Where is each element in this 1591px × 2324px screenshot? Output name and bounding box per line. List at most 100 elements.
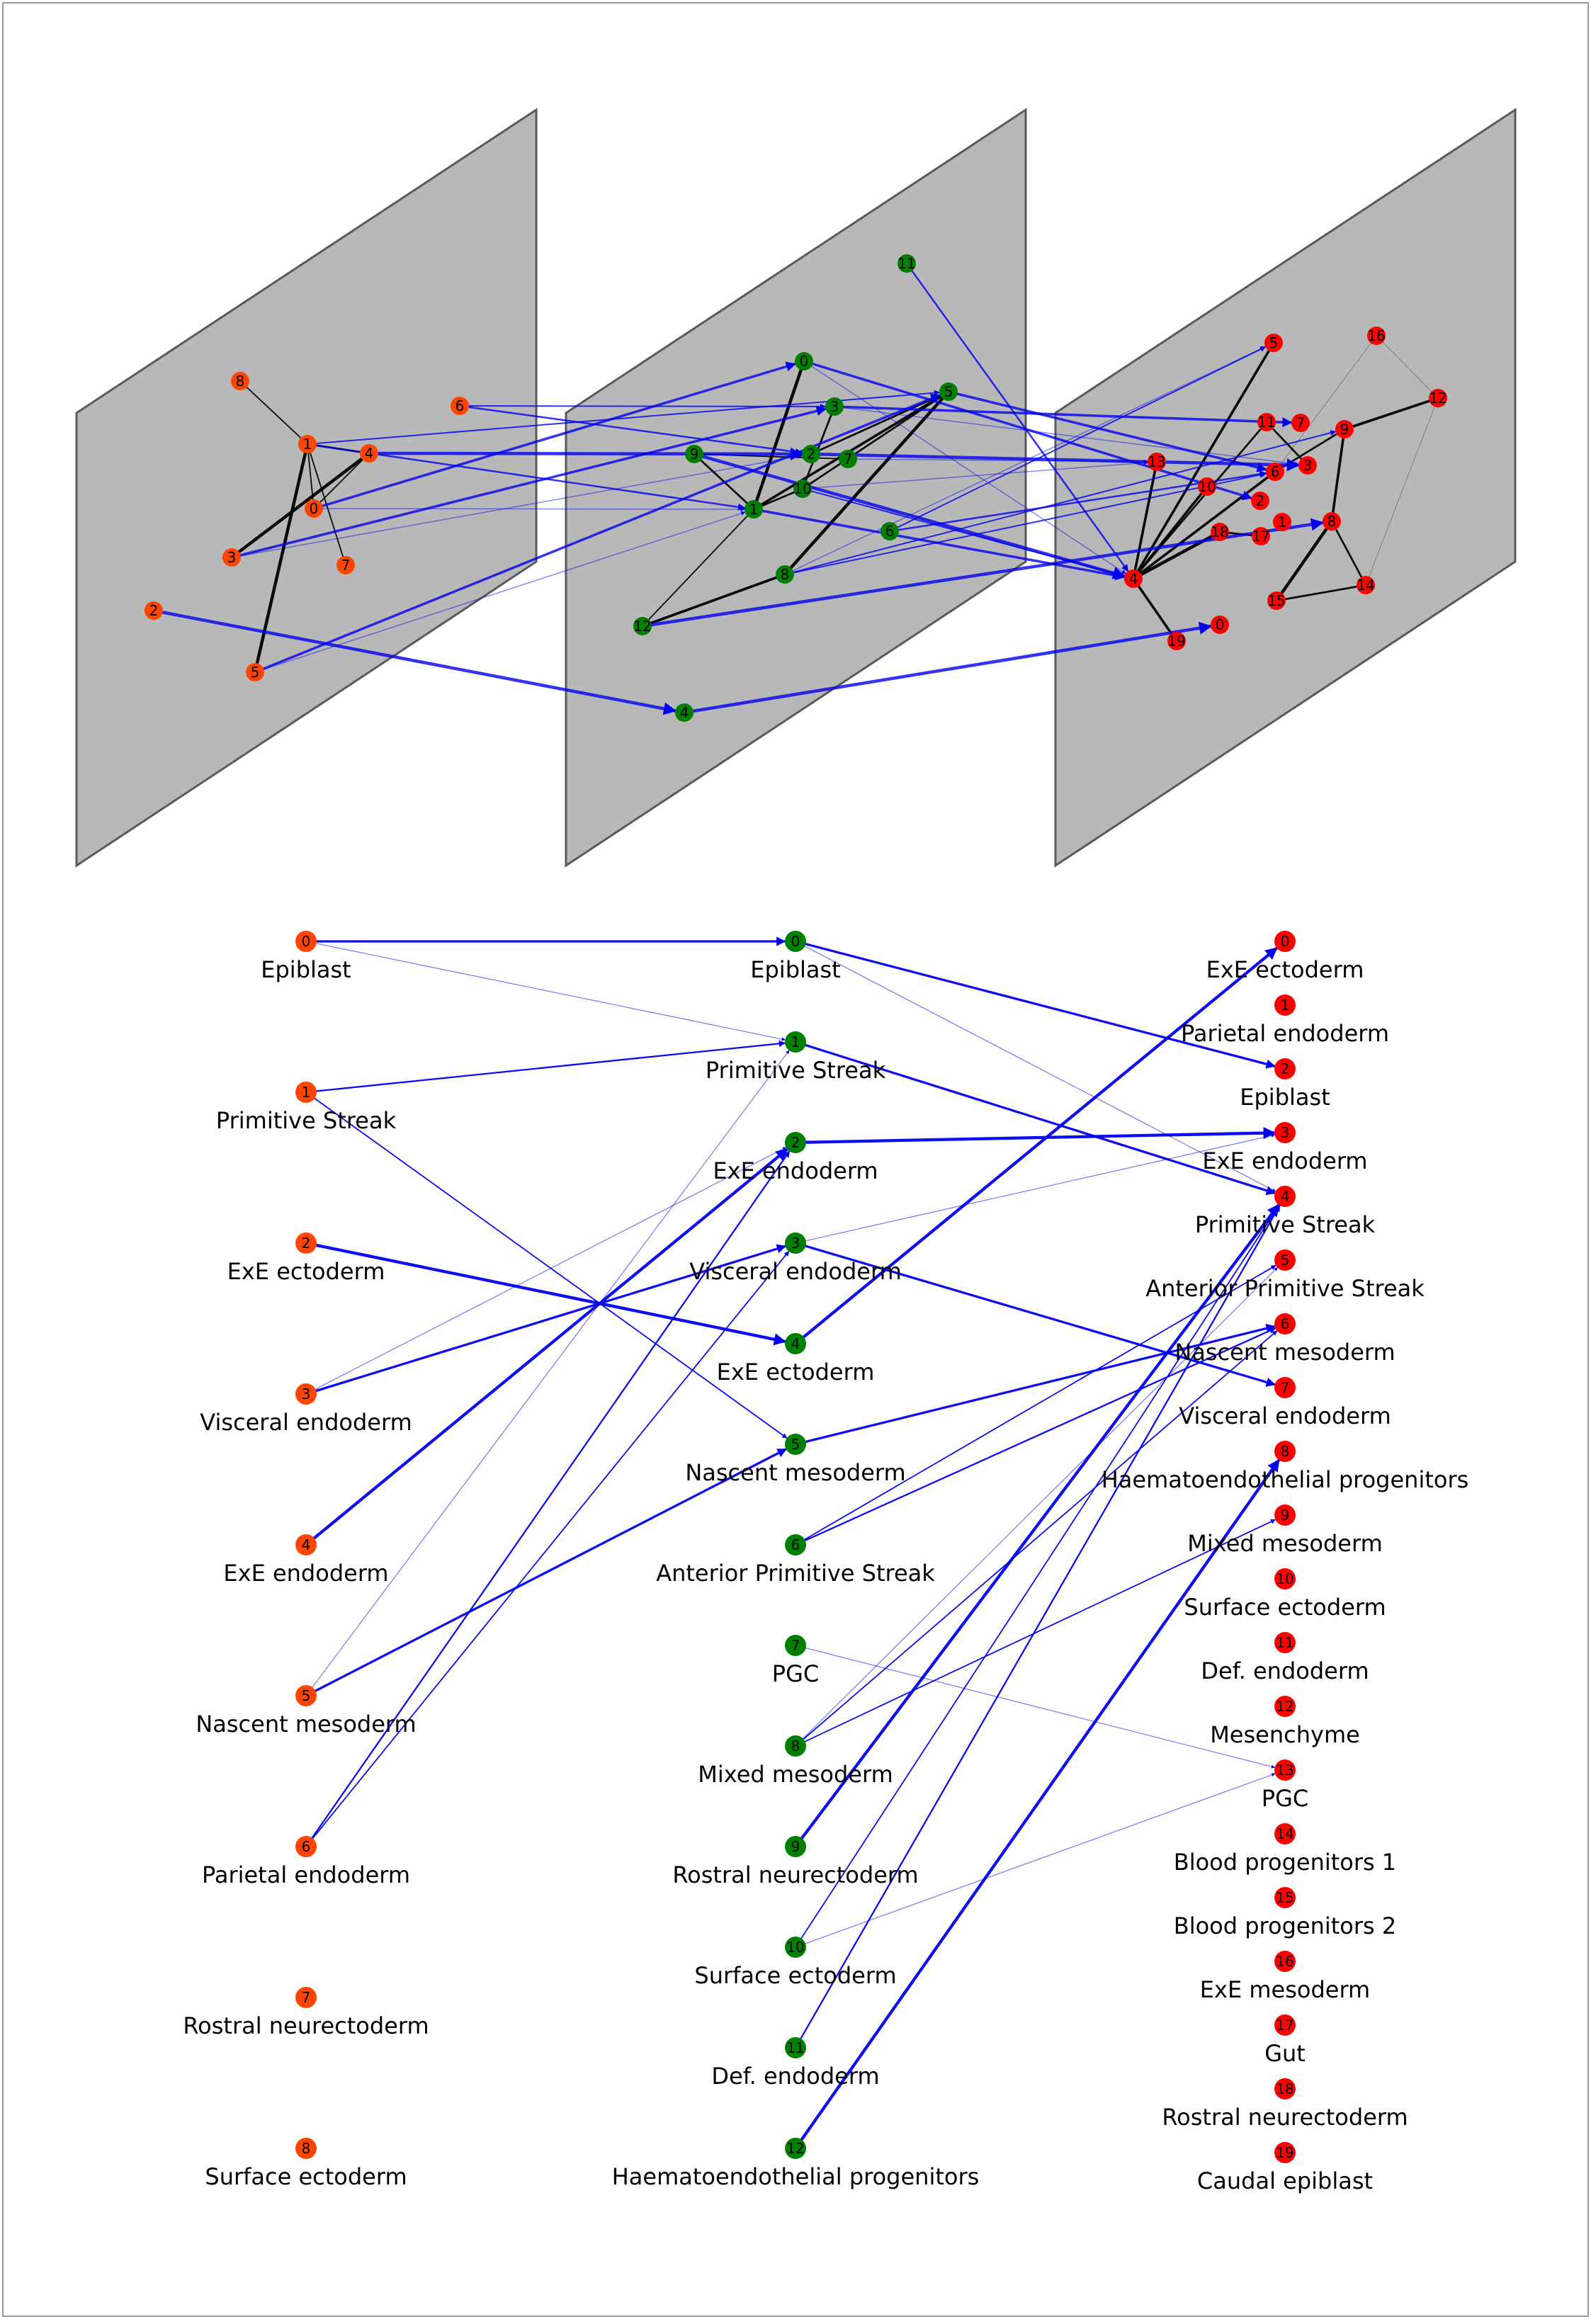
column-node-s2-8[interactable]: 8 Mixed mesoderm xyxy=(698,1735,893,1788)
plane-transition-edge-s1-5-to-s2-5 xyxy=(254,394,941,674)
column-node-s1-3[interactable]: 3 Visceral endoderm xyxy=(200,1383,412,1436)
column-node-s2-7[interactable]: 7 PGC xyxy=(772,1635,819,1687)
plane-node-s2-1[interactable]: 1 xyxy=(744,500,763,518)
plane-node-s2-7[interactable]: 7 xyxy=(839,450,857,468)
column-node-s2-2[interactable]: 2 ExE endoderm xyxy=(713,1132,878,1184)
column-node-s3-11[interactable]: 11 Def. endoderm xyxy=(1201,1632,1369,1684)
plane-node-id-label: 13 xyxy=(1148,453,1165,470)
column-node-s3-5[interactable]: 5 Anterior Primitive Streak xyxy=(1145,1249,1425,1302)
column-node-id-label: 9 xyxy=(1281,1507,1290,1524)
column-node-s3-9[interactable]: 9 Mixed mesoderm xyxy=(1187,1504,1383,1557)
plane-node-s2-2[interactable]: 2 xyxy=(802,445,820,463)
column-node-s3-2[interactable]: 2 Epiblast xyxy=(1240,1058,1330,1111)
plane-node-s3-8[interactable]: 8 xyxy=(1323,512,1341,531)
column-node-s3-4[interactable]: 4 Primitive Streak xyxy=(1195,1186,1376,1238)
plane-node-s3-12[interactable]: 12 xyxy=(1429,389,1447,407)
plane-node-s1-7[interactable]: 7 xyxy=(336,556,355,574)
plane-node-s3-18[interactable]: 18 xyxy=(1211,523,1229,541)
column-node-s2-6[interactable]: 6 Anterior Primitive Streak xyxy=(656,1534,935,1587)
plane-node-s2-0[interactable]: 0 xyxy=(795,352,813,370)
plane-node-s2-8[interactable]: 8 xyxy=(776,565,794,584)
plane-node-s3-4[interactable]: 4 xyxy=(1124,569,1143,588)
column-node-s1-7[interactable]: 7 Rostral neurectoderm xyxy=(183,1987,429,2039)
plane-node-s3-11[interactable]: 11 xyxy=(1257,413,1276,431)
plane-node-s1-2[interactable]: 2 xyxy=(145,601,163,620)
plane-node-s2-6[interactable]: 6 xyxy=(881,522,899,540)
column-node-s2-10[interactable]: 10 Surface ectoderm xyxy=(694,1937,897,1989)
column-node-s3-0[interactable]: 0 ExE ectoderm xyxy=(1206,931,1364,983)
column-node-s3-15[interactable]: 15 Blood progenitors 2 xyxy=(1174,1887,1396,1939)
plane-node-id-label: 14 xyxy=(1357,577,1374,594)
column-node-s3-8[interactable]: 8 Haematoendothelial progenitors xyxy=(1102,1441,1469,1493)
plane-node-s3-15[interactable]: 15 xyxy=(1267,591,1286,610)
plane-node-id-label: 16 xyxy=(1367,327,1385,344)
plane-node-s3-3[interactable]: 3 xyxy=(1298,456,1317,475)
column-node-s2-12[interactable]: 12 Haematoendothelial progenitors xyxy=(612,2138,980,2190)
plane-transition-edge-s2-9-to-s3-4 xyxy=(693,452,1126,579)
plane-node-s3-10[interactable]: 10 xyxy=(1198,477,1216,496)
plane-node-s3-16[interactable]: 16 xyxy=(1367,327,1386,345)
plane-node-s3-9[interactable]: 9 xyxy=(1335,420,1354,438)
plane-node-marker xyxy=(1211,616,1229,634)
column-node-s3-10[interactable]: 10 Surface ectoderm xyxy=(1184,1568,1386,1621)
column-node-s2-9[interactable]: 9 Rostral neurectoderm xyxy=(672,1836,919,1888)
column-node-s3-12[interactable]: 12 Mesenchyme xyxy=(1210,1696,1360,1748)
plane-node-s3-2[interactable]: 2 xyxy=(1251,492,1269,510)
plane-node-s2-9[interactable]: 9 xyxy=(685,445,703,463)
plane-node-s1-8[interactable]: 8 xyxy=(231,372,249,390)
plane-node-s3-13[interactable]: 13 xyxy=(1148,453,1166,471)
plane-node-s2-11[interactable]: 11 xyxy=(898,254,916,273)
column-node-s3-6[interactable]: 6 Nascent mesoderm xyxy=(1174,1313,1395,1366)
plane-node-s2-10[interactable]: 10 xyxy=(793,480,812,498)
plane-node-marker xyxy=(298,435,317,453)
column-node-s2-5[interactable]: 5 Nascent mesoderm xyxy=(685,1434,906,1486)
column-node-s2-1[interactable]: 1 Primitive Streak xyxy=(706,1031,886,1084)
plane-node-s3-14[interactable]: 14 xyxy=(1357,576,1375,594)
plane-node-s3-6[interactable]: 6 xyxy=(1266,463,1284,481)
column-node-s3-1[interactable]: 1 Parietal endoderm xyxy=(1181,994,1389,1047)
column-node-s2-0[interactable]: 0 Epiblast xyxy=(750,931,841,983)
plane-node-s1-5[interactable]: 5 xyxy=(246,663,264,681)
column-node-id-label: 8 xyxy=(302,2140,311,2157)
column-node-s3-17[interactable]: 17 Gut xyxy=(1264,2014,1306,2067)
column-node-s2-4[interactable]: 4 ExE ectoderm xyxy=(717,1333,875,1385)
column-node-s1-6[interactable]: 6 Parietal endoderm xyxy=(202,1836,410,1888)
column-node-s1-0[interactable]: 0 Epiblast xyxy=(261,931,351,983)
column-node-s3-18[interactable]: 18 Rostral neurectoderm xyxy=(1162,2078,1408,2131)
within-edge-s3-12-14 xyxy=(1365,397,1439,586)
plane-node-s1-1[interactable]: 1 xyxy=(298,435,317,453)
column-node-s1-1[interactable]: 1 Primitive Streak xyxy=(216,1082,397,1134)
plane-node-s3-19[interactable]: 19 xyxy=(1167,632,1186,650)
column-node-s3-16[interactable]: 16 ExE mesoderm xyxy=(1200,1951,1370,2003)
column-node-s3-13[interactable]: 13 PGC xyxy=(1262,1759,1308,1812)
plane-node-s1-3[interactable]: 3 xyxy=(222,548,241,567)
column-node-s1-8[interactable]: 8 Surface ectoderm xyxy=(205,2138,407,2190)
plane-node-s3-17[interactable]: 17 xyxy=(1252,527,1270,545)
plane-node-s2-5[interactable]: 5 xyxy=(939,382,958,401)
plane-node-s3-1[interactable]: 1 xyxy=(1273,513,1291,531)
column-node-s1-4[interactable]: 4 ExE endoderm xyxy=(223,1534,389,1587)
column-node-marker xyxy=(295,1685,317,1706)
plane-transition-edge-s2-7-to-s3-13 xyxy=(847,458,1148,464)
plane-node-s3-5[interactable]: 5 xyxy=(1264,334,1283,352)
column-node-s1-2[interactable]: 2 ExE ectoderm xyxy=(227,1232,385,1285)
column-node-s3-7[interactable]: 7 Visceral endoderm xyxy=(1179,1377,1391,1429)
plane-node-s3-0[interactable]: 0 xyxy=(1211,616,1229,634)
cell-type-label: Nascent mesoderm xyxy=(685,1459,905,1486)
column-node-s3-19[interactable]: 19 Caudal epiblast xyxy=(1197,2142,1373,2194)
plane-node-s1-4[interactable]: 4 xyxy=(360,444,378,463)
column-node-s3-14[interactable]: 14 Blood progenitors 1 xyxy=(1174,1823,1396,1876)
column-node-s3-3[interactable]: 3 ExE endoderm xyxy=(1202,1122,1368,1174)
plane-node-s2-12[interactable]: 12 xyxy=(633,617,652,635)
plane-node-s2-3[interactable]: 3 xyxy=(825,397,844,416)
column-node-marker xyxy=(295,2138,317,2159)
column-node-s2-3[interactable]: 3 Visceral endoderm xyxy=(689,1232,902,1285)
column-node-s1-5[interactable]: 5 Nascent mesoderm xyxy=(196,1685,417,1738)
plane-node-s1-6[interactable]: 6 xyxy=(451,397,469,415)
plane-node-s1-0[interactable]: 0 xyxy=(305,499,323,518)
plane-node-marker xyxy=(1211,523,1229,541)
plane-node-s2-4[interactable]: 4 xyxy=(675,703,693,722)
plane-node-s3-7[interactable]: 7 xyxy=(1291,414,1310,432)
column-node-s2-11[interactable]: 11 Def. endoderm xyxy=(711,2037,880,2090)
